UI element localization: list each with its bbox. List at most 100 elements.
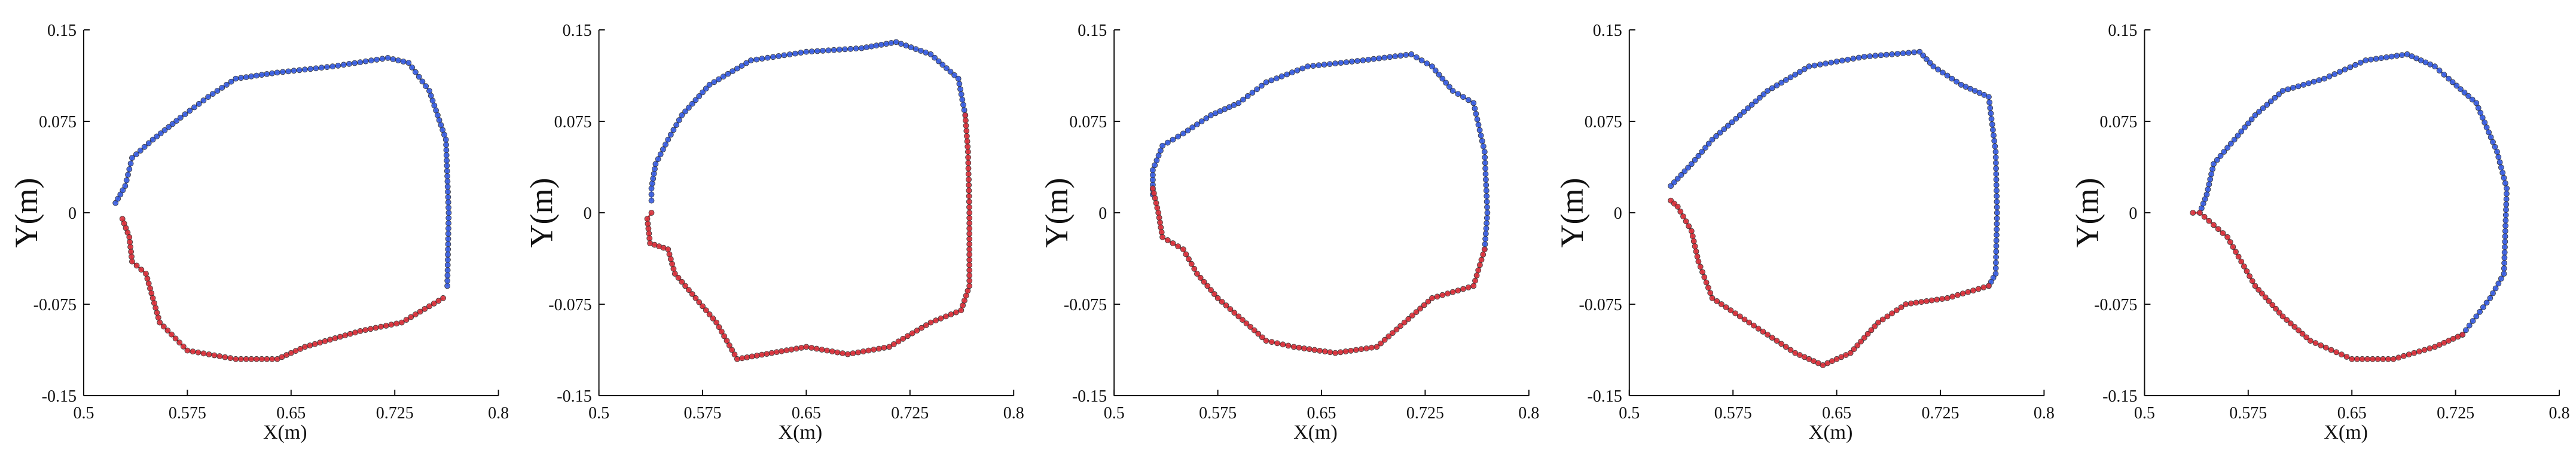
data-point [966,246,973,253]
data-point [2290,84,2296,91]
data-point [1413,309,1420,315]
data-point [1401,319,1408,326]
data-point [1736,313,1743,320]
data-point [2311,78,2317,85]
data-point [1158,229,1165,235]
data-point [2196,210,2203,216]
x-tick-label: 0.8 [488,404,509,423]
data-point [2347,64,2354,71]
data-point [2378,55,2385,62]
data-point [840,350,846,356]
data-point [1310,63,1317,69]
data-point [1980,284,1987,290]
data-point [908,44,914,50]
data-point [1699,149,1705,155]
data-point [703,85,709,92]
data-point [1690,238,1697,244]
data-point [1930,63,1937,70]
data-point [1823,60,1829,67]
data-point [793,345,799,352]
data-point [1211,291,1217,297]
data-point [679,112,685,118]
data-point [1405,316,1412,322]
data-point [148,290,155,296]
data-point [443,152,450,158]
data-point [2255,286,2262,293]
data-point [2495,154,2502,160]
data-point [2242,124,2248,131]
data-point [2411,350,2418,356]
data-point [2227,239,2233,245]
data-point [1249,90,1256,96]
data-point [393,320,399,327]
y-axis-title: Y(m) [524,178,560,248]
data-point [1954,292,1961,298]
data-point [2495,280,2502,287]
data-point [1480,251,1487,258]
data-point [1473,111,1479,117]
data-point [1992,265,1999,271]
data-point [445,204,451,211]
data-point [2296,327,2302,333]
data-point [324,64,330,71]
data-point [955,75,962,82]
data-point [739,355,745,362]
data-point [145,140,152,146]
data-point [1465,97,1472,103]
data-point [1219,298,1225,305]
data-point [1155,210,1162,216]
data-point [2338,351,2345,357]
data-point [307,66,314,72]
data-point [1381,54,1388,61]
data-point [966,220,973,227]
x-tick-label: 0.8 [1003,404,1024,423]
data-point [2208,171,2215,178]
data-point [445,225,451,232]
x-tick-label: 0.8 [1518,404,1539,423]
data-point [820,48,826,54]
data-point [2477,308,2483,315]
data-point [444,183,451,190]
data-point [738,63,745,69]
data-point [726,342,732,348]
data-point [957,86,963,93]
data-point [665,246,672,253]
data-point [2201,213,2208,220]
data-point [1783,76,1789,83]
data-point [666,251,673,258]
x-tick-label: 0.8 [2034,404,2055,423]
data-point [1235,313,1242,320]
data-point [1970,287,1976,294]
data-point [2431,63,2438,70]
data-point [1189,124,1196,131]
data-point [1686,223,1692,230]
y-tick-label: 0.075 [554,113,592,131]
data-point [384,55,391,61]
data-point [965,160,972,166]
data-point [2238,258,2245,265]
data-point [764,54,771,61]
data-point [445,231,451,237]
x-tick-label: 0.8 [2549,404,2570,423]
data-point [368,57,374,64]
data-point [1911,49,1918,56]
data-point [953,309,959,316]
data-point [2322,344,2329,351]
data-point [1732,310,1739,317]
data-point [2477,109,2484,116]
data-point [214,88,221,94]
data-point [759,351,765,358]
data-point [1152,162,1158,169]
data-point [1923,298,1930,304]
data-point [927,319,934,326]
data-point [307,342,313,348]
data-point [1817,62,1823,68]
data-point [147,285,153,292]
data-point [1688,228,1695,234]
data-point [445,246,451,253]
series-line [2193,212,2463,360]
data-point [1927,60,1933,66]
x-axis-title: X(m) [263,421,307,443]
data-point [1992,149,1999,155]
data-point [743,60,750,66]
